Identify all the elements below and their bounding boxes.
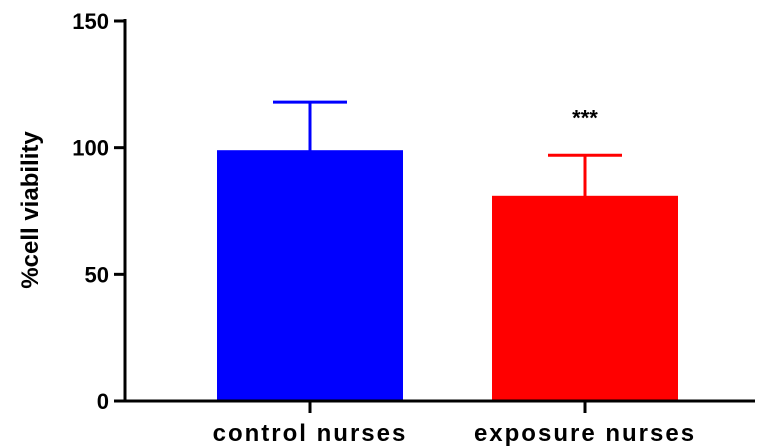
y-tick-label-3: 100 xyxy=(72,136,109,161)
x-ticks-layer: control nurses exposure nurses xyxy=(213,401,696,447)
y-tick-label-2: 50 xyxy=(85,262,109,287)
error-bars-layer xyxy=(273,100,622,200)
y-tick-label-4: 150 xyxy=(72,9,109,34)
x-tick-label-1: control nurses xyxy=(213,420,408,447)
y-tick-label-1: 0 xyxy=(97,389,109,414)
x-tick-label-2: exposure nurses xyxy=(474,420,696,447)
annotations-layer: *** xyxy=(572,105,598,130)
bar-1 xyxy=(217,150,403,401)
bars-layer xyxy=(217,150,678,401)
y-axis-title: %cell viability xyxy=(17,131,44,289)
bar-2 xyxy=(492,195,678,401)
y-ticks-layer: 0 50 100 150 xyxy=(72,9,125,414)
significance-annotation-2: *** xyxy=(572,105,598,130)
